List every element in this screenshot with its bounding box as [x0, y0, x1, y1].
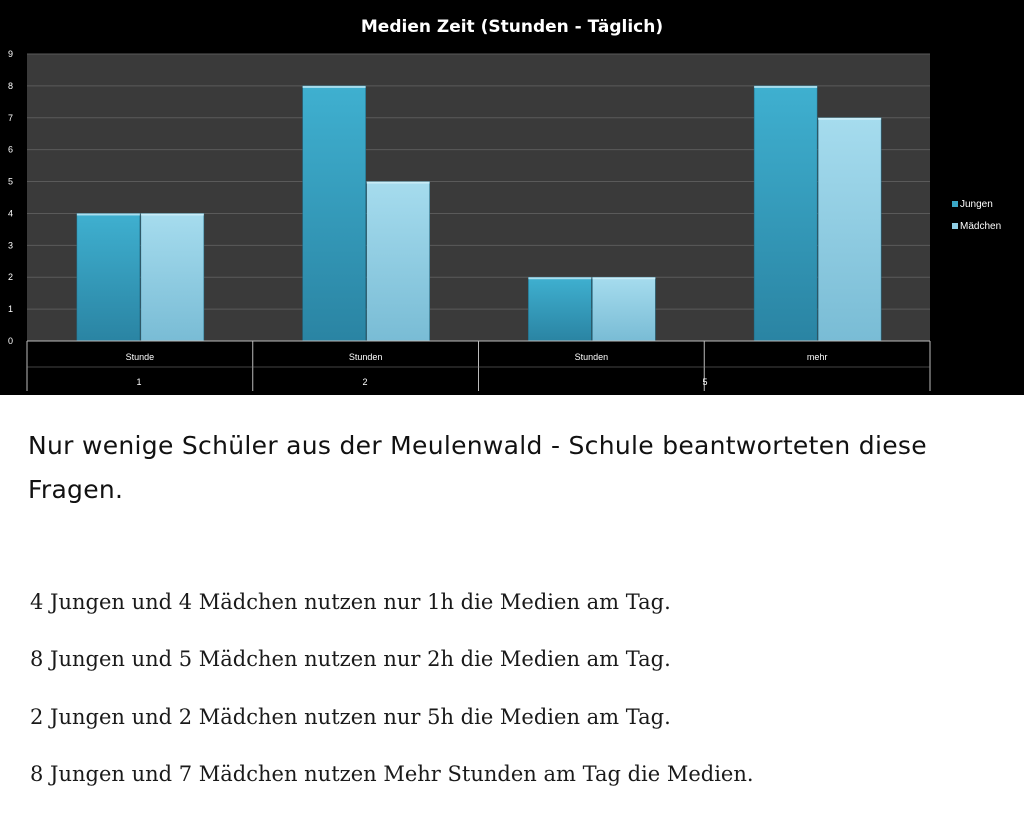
- bar-m-dchen-2: [366, 181, 430, 342]
- bar-m-dchen-4: [817, 117, 882, 342]
- bar-m-dchen-1: [140, 213, 205, 342]
- chart-title: Medien Zeit (Stunden - Täglich): [361, 17, 663, 37]
- heading-text: Nur wenige Schüler aus der Meulenwald - …: [28, 431, 927, 504]
- y-tick-label: 7: [8, 113, 13, 123]
- bar-highlight: [302, 85, 366, 88]
- y-tick-label: 2: [8, 272, 13, 282]
- bar-jungen-1: [76, 213, 141, 342]
- bar-chart: Medien Zeit (Stunden - Täglich) 0 1 2 3 4 5 6 7…: [8, 17, 1001, 391]
- category-sublabel: 5: [702, 377, 707, 387]
- y-tick-label: 6: [8, 145, 13, 155]
- x-axis-categories: Stunde 1 Stunden 2 Stunden 5 mehr: [26, 340, 931, 391]
- fact-line-1h: 4 Jungen und 4 Mädchen nutzen nur 1h die…: [30, 590, 671, 614]
- y-tick-label: 0: [8, 336, 13, 346]
- bar-highlight: [140, 213, 204, 216]
- fact-line-more: 8 Jungen und 7 Mädchen nutzen Mehr Stund…: [30, 762, 754, 786]
- bars: [76, 85, 882, 342]
- bar-m-dchen-3: [592, 276, 656, 342]
- category-label: Stunde: [126, 352, 155, 362]
- y-tick-label: 4: [8, 208, 13, 218]
- chart-panel: Medien Zeit (Stunden - Täglich) 0 1 2 3 4 5 6 7…: [0, 0, 1024, 395]
- category-sublabel: 1: [136, 377, 141, 387]
- bar-jungen-4: [753, 85, 818, 342]
- legend-swatch: [952, 201, 958, 207]
- legend-swatch: [952, 223, 958, 229]
- fact-line-5h: 2 Jungen und 2 Mädchen nutzen nur 5h die…: [30, 705, 671, 729]
- bar-highlight: [76, 213, 140, 216]
- bar-jungen-2: [302, 85, 366, 342]
- y-axis-ticks: 0 1 2 3 4 5 6 7 8 9: [8, 49, 13, 346]
- y-tick-label: 5: [8, 177, 13, 187]
- legend: Jungen Mädchen: [952, 199, 1001, 232]
- bar-highlight: [528, 277, 592, 280]
- legend-label: Mädchen: [960, 221, 1001, 232]
- category-sublabel: 2: [362, 377, 367, 387]
- bar-jungen-3: [528, 276, 592, 342]
- legend-label: Jungen: [960, 199, 993, 210]
- y-tick-label: 9: [8, 49, 13, 59]
- fact-line-2h: 8 Jungen und 5 Mädchen nutzen nur 2h die…: [30, 647, 671, 671]
- y-tick-label: 1: [8, 304, 13, 314]
- category-label: Stunden: [349, 352, 383, 362]
- y-tick-label: 3: [8, 240, 13, 250]
- category-label: Stunden: [575, 352, 609, 362]
- category-label: mehr: [807, 352, 828, 362]
- y-tick-label: 8: [8, 81, 13, 91]
- bar-highlight: [592, 277, 656, 280]
- bar-highlight: [366, 181, 430, 184]
- bar-highlight: [754, 85, 818, 88]
- bar-highlight: [818, 117, 882, 120]
